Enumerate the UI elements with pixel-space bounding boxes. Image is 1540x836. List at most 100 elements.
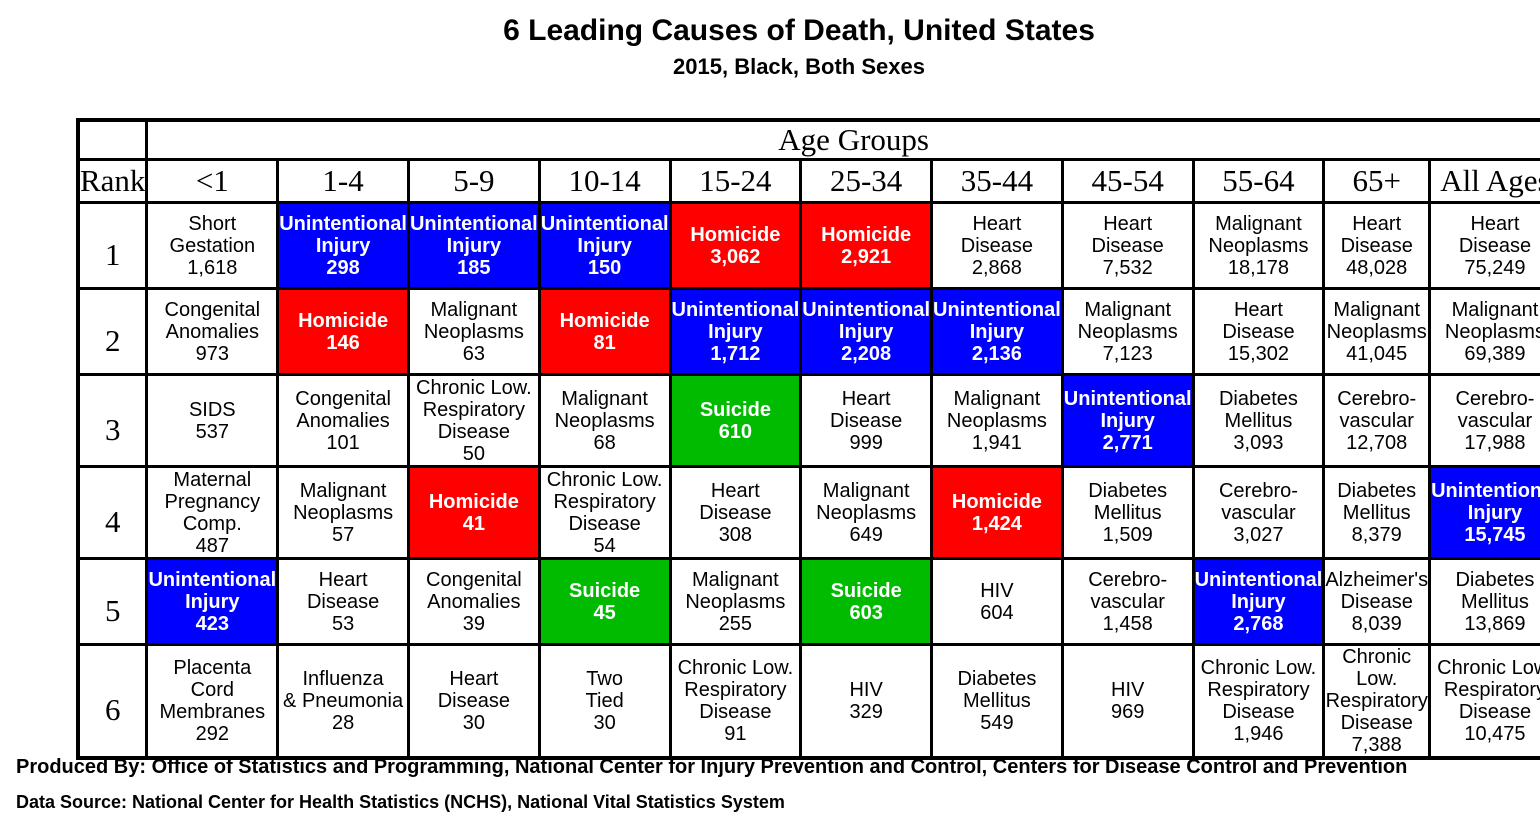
- cause-cell: Maternal Pregnancy Comp. 487: [145, 465, 280, 560]
- cause-label: Diabetes: [1218, 387, 1298, 410]
- cause-label: Alzheimer's: [1325, 568, 1429, 591]
- death-count: 2,768: [1233, 612, 1284, 635]
- cause-cell: Malignant Neoplasms 1,941: [930, 373, 1064, 468]
- rank-header: Rank: [76, 158, 149, 204]
- cause-label: Suicide: [830, 579, 902, 602]
- death-count: 1,941: [971, 431, 1022, 454]
- rank-cell: 3: [76, 373, 149, 468]
- cause-cell: Malignant Neoplasms 41,045: [1322, 287, 1432, 376]
- cause-label: Mellitus: [1342, 501, 1411, 524]
- cause-label: Injury: [1231, 590, 1286, 613]
- cause-cell: Homicide 3,062: [668, 201, 803, 290]
- cause-label: Homicide: [298, 309, 389, 332]
- death-count: 15,745: [1464, 523, 1526, 546]
- death-count: 2,771: [1102, 431, 1153, 454]
- cause-label: Chronic Low.: [546, 468, 663, 491]
- cause-label: & Pneumonia: [283, 690, 404, 712]
- death-count: 17,988: [1464, 431, 1526, 454]
- cause-label: Chronic Low.: [416, 376, 532, 399]
- cause-label: Malignant: [1451, 298, 1539, 321]
- cause-cell: Unintentional Injury 298: [276, 201, 410, 290]
- cause-label: Disease: [1091, 234, 1164, 257]
- cause-cell: Diabetes Mellitus 8,379: [1322, 465, 1432, 560]
- cause-label: Heart: [318, 568, 368, 591]
- cause-label: Disease: [1222, 320, 1295, 343]
- death-count: 3,027: [1233, 523, 1284, 546]
- cause-label: Homicide: [951, 490, 1042, 513]
- age-group-header: 45-54: [1060, 158, 1195, 204]
- cause-label: Mellitus: [963, 690, 1031, 712]
- table-row: 2 Congenital Anomalies 973 Homicide 146 Malign…: [76, 287, 1540, 376]
- cause-label: Injury: [185, 590, 240, 613]
- cause-label: Unintentional: [279, 212, 407, 235]
- age-group-header: 1-4: [276, 158, 410, 204]
- cause-label: Cerebro-: [1088, 568, 1168, 591]
- cause-label: Disease: [568, 512, 641, 535]
- death-count: 603: [849, 601, 883, 624]
- cause-label: Homicide: [821, 223, 912, 246]
- rank-cell: 2: [76, 287, 149, 376]
- cause-label: Disease: [306, 590, 380, 613]
- death-count: 7,388: [1351, 734, 1402, 756]
- causes-of-death-table: Age Groups Rank <1 1-4 5-9 10-14 15-24 25-34 3…: [76, 118, 1540, 760]
- cause-label: Unintentional: [671, 298, 800, 321]
- death-count: 2,208: [841, 342, 892, 365]
- cause-cell: Short Gestation 1,618: [145, 201, 280, 290]
- death-count: 3,093: [1233, 431, 1284, 454]
- death-count: 7,532: [1102, 256, 1153, 279]
- cause-cell: Malignant Neoplasms 649: [799, 465, 934, 560]
- cause-cell: Heart Disease 2,868: [930, 201, 1064, 290]
- death-count: 255: [718, 612, 753, 635]
- age-group-header: 10-14: [537, 158, 672, 204]
- cause-cell: Malignant Neoplasms 18,178: [1191, 201, 1326, 290]
- cause-cell: HIV 329: [799, 643, 934, 760]
- cause-cell: Malignant Neoplasms 63: [406, 287, 541, 376]
- death-count: 48,028: [1346, 256, 1408, 279]
- cause-cell: Congenital Anomalies 101: [276, 373, 410, 468]
- death-count: 298: [326, 256, 360, 279]
- cause-cell: Two Tied 30: [537, 643, 672, 760]
- cause-label: Gestation: [169, 234, 256, 257]
- death-count: 75,249: [1464, 256, 1526, 279]
- cause-label: Respiratory: [422, 398, 525, 421]
- cause-cell: Cerebro-vascular 1,458: [1060, 557, 1195, 646]
- age-group-header: 5-9: [406, 158, 541, 204]
- death-count: 1,509: [1102, 523, 1153, 546]
- cause-label: Chronic Low.: [677, 657, 794, 679]
- death-count: 185: [457, 256, 491, 279]
- death-count: 8,379: [1351, 523, 1402, 546]
- cause-label: Congenital: [426, 568, 522, 591]
- death-count: 41,045: [1346, 342, 1408, 365]
- age-group-header: 15-24: [668, 158, 803, 204]
- cause-label: Diabetes: [1455, 568, 1535, 591]
- death-count: 41: [462, 512, 485, 535]
- cause-cell: Homicide 81: [537, 287, 672, 376]
- cause-label: Heart: [710, 479, 760, 502]
- age-group-header: 35-44: [930, 158, 1064, 204]
- cause-label: Maternal: [173, 468, 252, 491]
- death-count: 18,178: [1227, 256, 1290, 279]
- cause-label: Disease: [1458, 701, 1532, 723]
- cause-label: Diabetes: [957, 668, 1037, 690]
- cause-cell: Unintentional Injury 2,208: [799, 287, 934, 376]
- table-row: 4 Maternal Pregnancy Comp. 487 Malignant Neopl…: [76, 465, 1540, 560]
- cause-label: Anomalies: [296, 409, 390, 432]
- age-group-header: 65+: [1322, 158, 1432, 204]
- death-count: 2,136: [971, 342, 1022, 365]
- death-count: 610: [718, 420, 753, 443]
- cause-cell: HIV 604: [930, 557, 1064, 646]
- cause-label: Membranes: [159, 701, 266, 723]
- cause-label: Disease: [437, 420, 510, 443]
- death-count: 8,039: [1351, 612, 1402, 635]
- cause-label: Disease: [699, 701, 772, 723]
- death-count: 537: [195, 420, 229, 443]
- rank-cell: 4: [76, 465, 149, 560]
- cause-label: Malignant: [299, 479, 387, 502]
- cause-cell: Unintentional Injury 423: [145, 557, 280, 646]
- death-count: 1,946: [1233, 723, 1284, 745]
- cause-label: Diabetes: [1088, 479, 1168, 502]
- cause-label: Cerebro-: [1455, 387, 1535, 410]
- cause-label: Injury: [446, 234, 502, 257]
